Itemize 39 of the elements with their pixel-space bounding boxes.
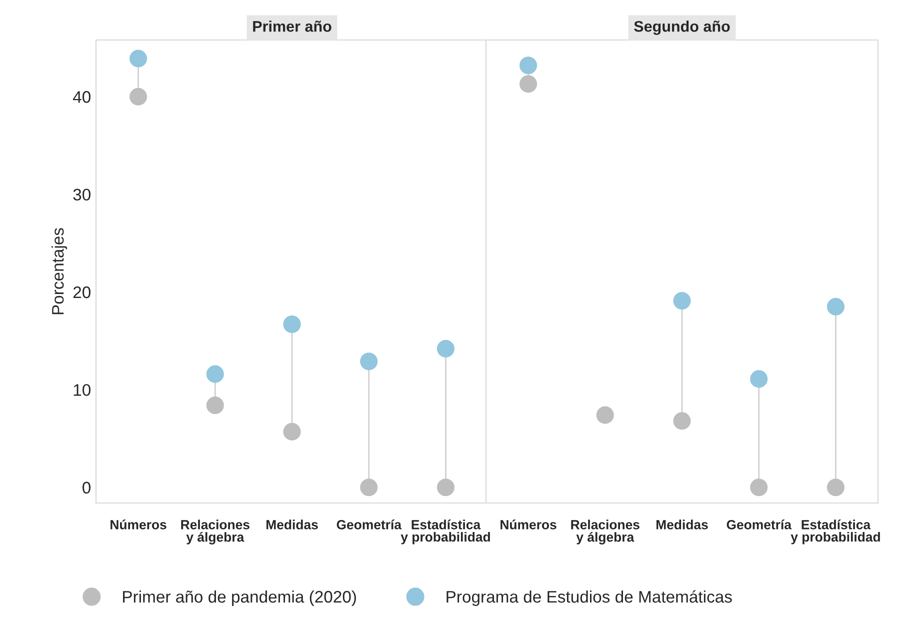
point xyxy=(519,75,538,93)
point xyxy=(750,478,768,496)
point xyxy=(283,315,301,334)
point xyxy=(826,478,845,496)
x-tick-label: Medidas xyxy=(656,520,708,530)
y-tick-label: 10 xyxy=(74,384,90,396)
x-tick-label: Relaciones y álgebra xyxy=(571,520,640,544)
chart-title: Segundo año xyxy=(634,20,730,35)
point xyxy=(596,406,614,424)
point xyxy=(519,56,538,74)
x-tick-label: Números xyxy=(500,520,556,530)
y-tick-label: 30 xyxy=(73,188,90,201)
point xyxy=(206,396,224,414)
chart-title: Primer año xyxy=(253,20,332,32)
x-tick-label: Geometría xyxy=(336,520,402,530)
point xyxy=(826,298,845,316)
point xyxy=(129,88,148,106)
legend-label: Programa de Estudios de Matemáticas xyxy=(446,590,732,606)
point xyxy=(436,478,455,496)
point xyxy=(283,422,301,440)
y-tick-label: 0 xyxy=(82,482,90,494)
point xyxy=(206,365,224,383)
point xyxy=(750,370,768,388)
x-tick-label: Estadística y probabilidad xyxy=(790,520,880,544)
point xyxy=(673,292,691,310)
y-axis-title: Porcentajes xyxy=(52,228,68,314)
x-tick-label: Geometría xyxy=(726,520,792,530)
point xyxy=(360,478,378,496)
x-tick-label: Relaciones y álgebra xyxy=(181,520,250,544)
point xyxy=(436,340,455,358)
x-tick-label: Estadística y probabilidad xyxy=(400,520,490,544)
y-tick-label: 20 xyxy=(73,286,90,298)
y-tick-label: 40 xyxy=(72,91,90,103)
legend-label: Primer año de pandemia (2020) xyxy=(123,590,356,606)
point xyxy=(673,412,691,430)
x-tick-label: Medidas xyxy=(266,520,318,530)
x-tick-label: Números xyxy=(110,520,166,530)
point xyxy=(129,50,148,68)
point xyxy=(360,352,378,370)
